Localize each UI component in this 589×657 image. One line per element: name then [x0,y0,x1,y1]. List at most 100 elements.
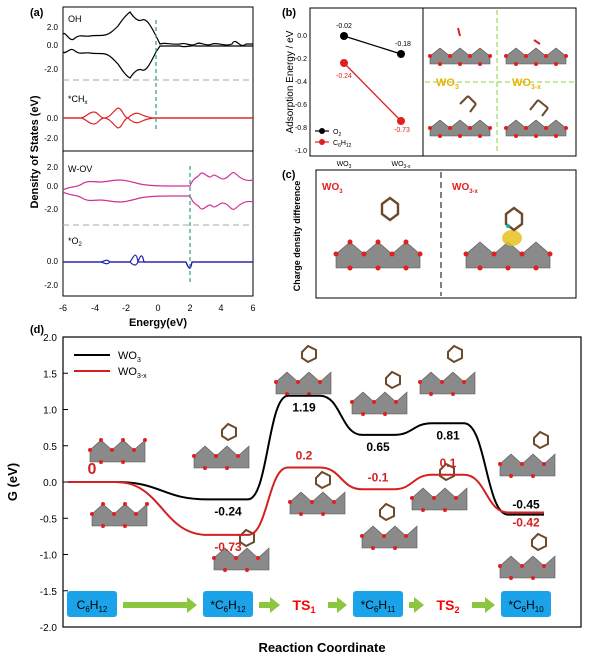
xtick-wo3x: WO3-x [391,161,411,170]
panel-d-value-labels: -0.24 1.19 0.65 0.81 -0.45 0 -0.73 0.2 -0.1 0.1 -0… [88,401,540,554]
panel-d-legend: WO3 WO3-x [74,350,147,380]
slab-b-2 [504,47,568,66]
ytick-label: -1.0 [40,551,58,562]
molecule-d [315,470,331,490]
slab-d [192,445,250,470]
value-label: 0 [88,461,97,478]
step-label: C6H12 [77,598,108,614]
panel-b-ylabel: Adsorption Energy / eV [285,30,296,133]
step-arrow-head [337,597,347,613]
o2-label-wo3: -0.02 [336,23,352,30]
ytick-label: -2.0 [40,623,58,634]
panel-b-structures: WO3 WO3-x [425,10,574,154]
molecule-d [385,370,401,390]
molecule-c-1 [380,196,400,222]
ytick-label: 0.0 [43,478,57,489]
label-wo3x: WO3-x [512,77,541,91]
panel-b-plot-frame [309,7,424,157]
ytick: -2.0 [44,205,58,214]
molecule-d [531,532,547,552]
ytick-label: -1.5 [40,587,58,598]
slab-b-4 [504,119,568,138]
value-label: 0.2 [296,449,313,463]
legend-marker [319,139,325,145]
slab-c-2 [463,241,553,271]
ytick: -2.0 [44,281,58,290]
xtick-wo3: WO3 [337,161,352,170]
molecule-b-1 [459,95,477,113]
legend-c6h12: C6H12 [333,140,352,149]
ytick: 0.0 [297,33,307,40]
value-label: 0.65 [366,440,390,454]
step-label: *C6H10 [508,598,544,614]
panel-c: (c) Charge density difference WO3 WO3-x [282,169,577,299]
slab-b-1 [428,47,492,66]
step-box [353,591,403,617]
panel-d: (d) G (eV) Reaction Coordinate 2.0 1.5 1.0… [5,324,582,655]
legend-o2: O2 [333,129,341,138]
series-line-0 [68,394,544,516]
xtick: 0 [155,303,160,313]
xtick: 6 [250,303,255,313]
step-arrow-head [414,597,424,613]
dos-oh-curve [62,11,253,47]
panel-b-legend: O2 C6H12 [315,128,352,149]
slab-d [288,491,346,516]
series-line-1 [68,466,544,536]
molecule-d [379,502,395,522]
panel-a-ylabel: Density of States (eV) [29,95,41,208]
legend-wo3x: WO3-x [118,366,147,380]
dos-o2-curve [63,254,253,268]
step-arrow-head [187,597,197,613]
ytick: 0.0 [47,182,59,191]
step-arrow-head [270,597,280,613]
ytick: 0.0 [47,257,59,266]
panel-d-yticks: 2.0 1.5 1.0 0.5 0.0 -0.5 -1.0 -1.5 -2.0 [40,333,68,634]
molecule-d [533,430,549,450]
step-label: TS1 [293,597,316,615]
block-label-wov: W-OV [68,164,92,174]
value-label: 1.19 [292,401,316,415]
ytick: -0.6 [295,102,307,109]
step-arrow-head [485,597,495,613]
molecule-d [239,528,255,548]
ytick-label: 1.0 [43,406,57,417]
ytick-label: 2.0 [43,333,57,344]
slab-b-3 [428,119,492,138]
value-label: -0.73 [214,540,242,554]
o2-point-wo3x [397,50,405,58]
xtick: -6 [59,303,67,313]
value-label: -0.1 [368,470,389,484]
panel-c-label: (c) [282,169,296,181]
xtick: -4 [91,303,99,313]
xtick: 2 [187,303,192,313]
panel-a-label: (a) [30,7,44,19]
slab-d [418,371,476,396]
molecule-d [221,422,237,442]
c6-label-wo3x: -0.73 [394,127,410,134]
ytick: 2.0 [47,23,59,32]
value-label: -0.24 [214,504,242,518]
molecule-d [439,462,455,482]
panel-d-ylabel: G (eV) [5,463,20,501]
panel-c-frame [315,169,577,299]
slab-d [350,391,408,416]
block-label-chx: *CHx [68,94,88,106]
ytick: -0.4 [295,79,307,86]
label-wo3: WO3 [436,77,459,91]
step-box [67,591,117,617]
legend-wo3: WO3 [118,350,141,364]
value-label: -0.42 [512,515,540,529]
slab-d [88,438,147,464]
step-label: TS2 [437,597,460,615]
c6-label-wo3: -0.24 [336,73,352,80]
ytick: -2.0 [44,134,58,143]
molecule-d [447,344,463,364]
c6-point-wo3 [340,59,348,67]
dos-o2-curve-down [63,261,253,269]
slab-d [360,525,418,550]
step-label: *C6H11 [361,598,396,614]
molecule-c-2 [504,206,524,232]
slab-d [410,487,468,512]
